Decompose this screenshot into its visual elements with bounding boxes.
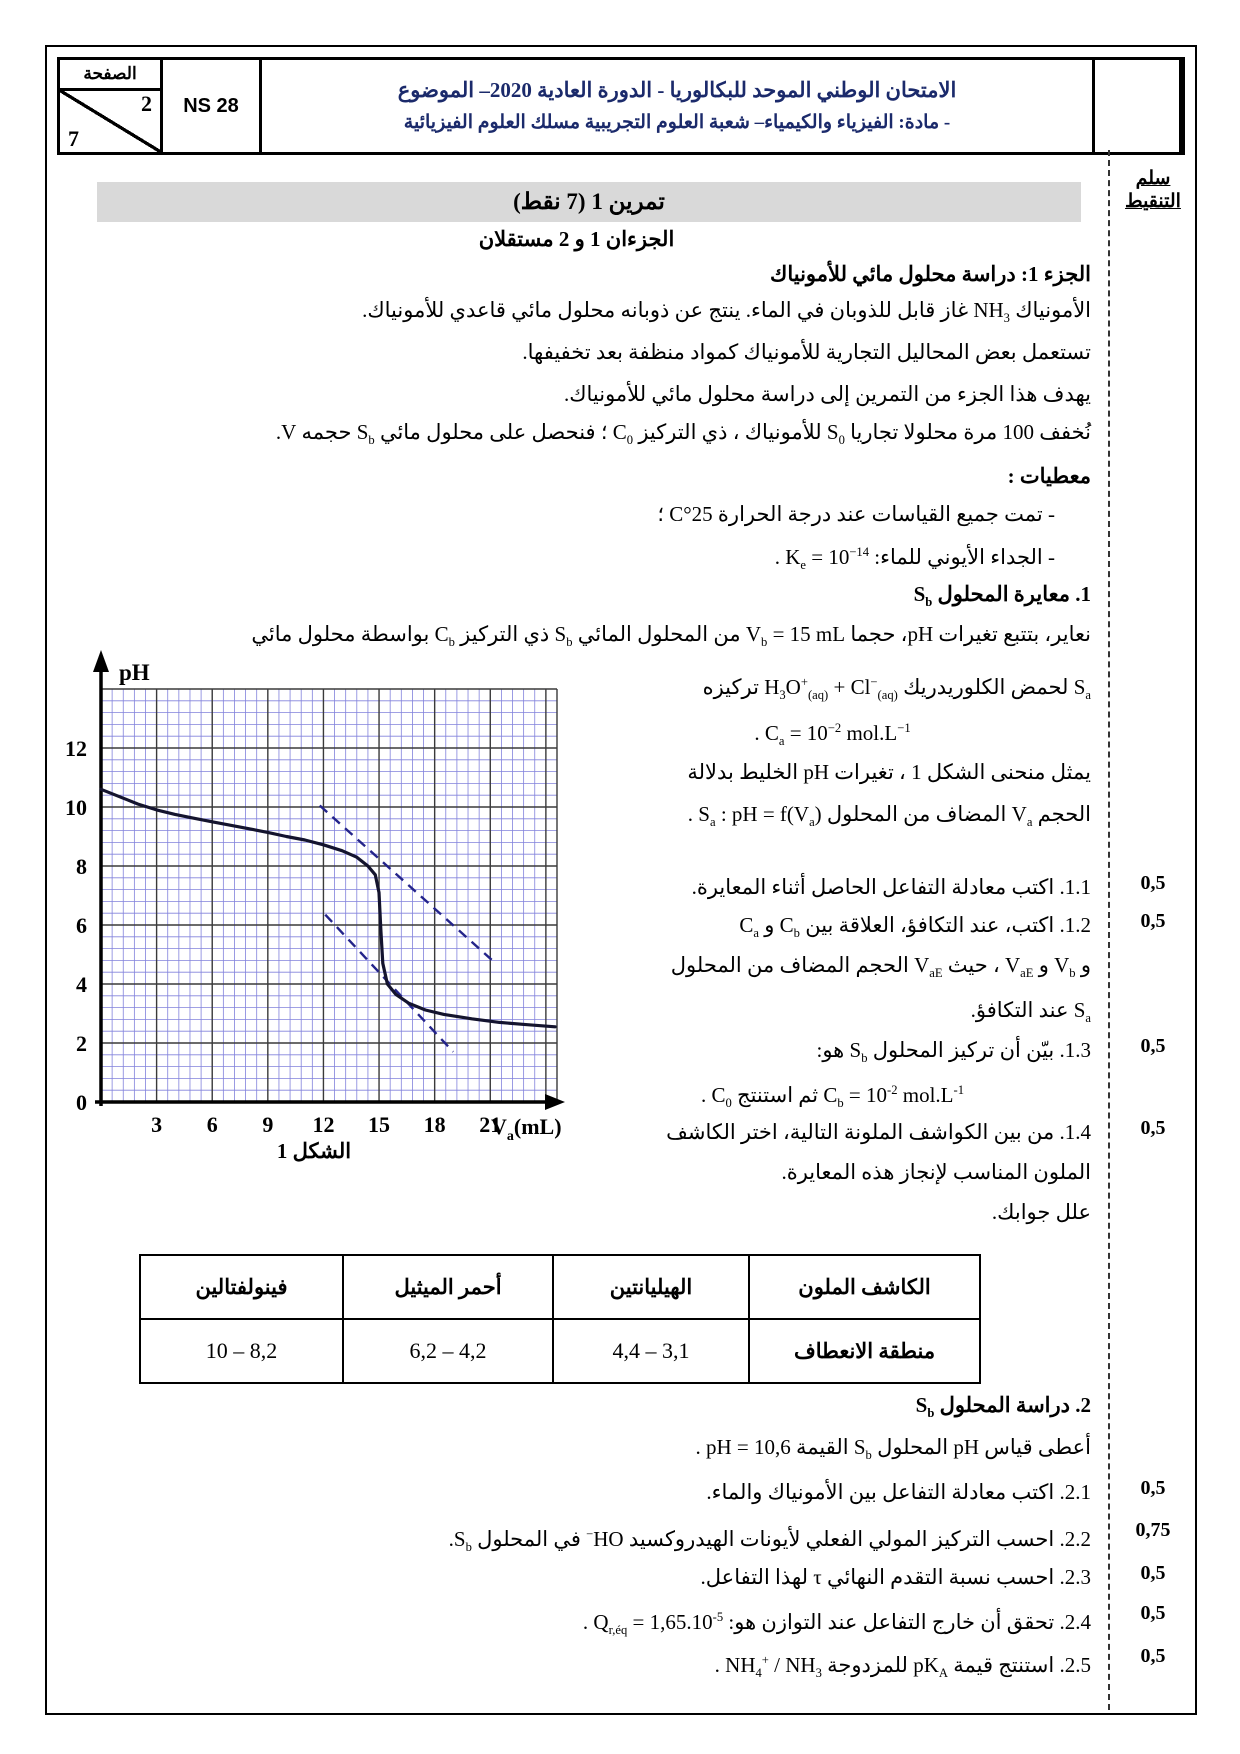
page-border: الصفحة 2 7 NS 28 الامتحان الوطني الموحد … bbox=[45, 45, 1197, 1715]
intro-line-2: تستعمل بعض المحاليل التجارية للأمونياك ك… bbox=[522, 340, 1091, 364]
parts-independent-note: الجزءان 1 و 2 مستقلان bbox=[478, 227, 675, 251]
acid-solution-line: Sa لحمض الكلوريدريك H3O+(aq) + Cl−(aq) ت… bbox=[702, 675, 1091, 703]
curve-description-1: يمثل منحنى الشكل 1 ، تغيرات pH الخليط بد… bbox=[687, 760, 1091, 784]
data-item-1: - تمت جميع القياسات عند درجة الحرارة 25°… bbox=[657, 502, 1055, 526]
part1-title: الجزء 1: دراسة محلول مائي للأمونياك bbox=[770, 262, 1091, 286]
svg-text:18: 18 bbox=[424, 1112, 446, 1137]
svg-text:9: 9 bbox=[262, 1112, 273, 1137]
grade-q21: 0,5 bbox=[1140, 1477, 1166, 1499]
page-current: 2 bbox=[141, 91, 152, 116]
question-2-2: 2.2. احسب التركيز المولي الفعلي لأيونات … bbox=[448, 1527, 1091, 1555]
page-label: الصفحة bbox=[60, 60, 160, 91]
question-1-4: 1.4. من بين الكواشف الملونة التالية، اخت… bbox=[666, 1120, 1091, 1144]
range-helianthin: 3,1 – 4,4 bbox=[552, 1318, 750, 1384]
col-phenolphthalein: فينولفتالين bbox=[139, 1254, 344, 1320]
section2-intro: أعطى قياس pH المحلول Sb القيمة pH = 10,6… bbox=[695, 1435, 1091, 1463]
question-1-1: 1.1. اكتب معادلة التفاعل الحاصل أثناء ال… bbox=[691, 875, 1091, 899]
svg-text:12: 12 bbox=[65, 736, 87, 761]
grade-q24: 0,5 bbox=[1140, 1602, 1166, 1624]
table-header-row: الكاشف الملون الهيليانتين أحمر الميثيل ف… bbox=[139, 1254, 981, 1320]
exam-title: الامتحان الوطني الموحد للبكالوريا - الدو… bbox=[262, 60, 1095, 152]
svg-text:pH: pH bbox=[119, 660, 150, 685]
question-1-3-result: Cb = 10-2 mol.L-1 ثم استنتج C0 . bbox=[700, 1083, 965, 1111]
svg-text:12: 12 bbox=[312, 1112, 334, 1137]
intro-line-1: الأمونياك NH3 غاز قابل للذوبان في الماء.… bbox=[362, 298, 1091, 326]
grade-q23: 0,5 bbox=[1140, 1562, 1166, 1584]
grade-q25: 0,5 bbox=[1140, 1645, 1166, 1667]
data-heading: معطيات : bbox=[1007, 464, 1091, 488]
question-1-2-cont: و Vb و VaE ، حيث VaE الحجم المضاف من الم… bbox=[670, 953, 1091, 981]
col-helianthin: الهيليانتين bbox=[552, 1254, 750, 1320]
acid-concentration: Ca = 10−2 mol.L−1 . bbox=[754, 721, 911, 749]
range-phenolphthalein: 8,2 – 10 bbox=[139, 1318, 344, 1384]
grade-q12: 0,5 bbox=[1140, 910, 1166, 932]
question-1-2-end: Sa عند التكافؤ. bbox=[970, 998, 1091, 1026]
titration-curve bbox=[99, 787, 557, 1029]
score-scale-word2: التنقيط bbox=[1125, 191, 1181, 212]
grade-q14: 0,5 bbox=[1140, 1117, 1166, 1139]
figure-caption: الشكل 1 bbox=[276, 1139, 352, 1163]
curve-description-2: الحجم Va المضاف من المحلول Sa : pH = f(V… bbox=[687, 802, 1091, 830]
exam-title-line1: الامتحان الوطني الموحد للبكالوريا - الدو… bbox=[397, 78, 957, 102]
intro-line-4: نُخفف 100 مرة محلولا تجاريا S0 للأمونياك… bbox=[275, 420, 1091, 448]
section2-title: 2. دراسة المحلول Sb bbox=[915, 1393, 1091, 1421]
svg-text:3: 3 bbox=[151, 1112, 162, 1137]
question-2-1: 2.1. اكتب معادلة التفاعل بين الأمونياك و… bbox=[706, 1480, 1091, 1504]
table-row: منطقة الانعطاف 3,1 – 4,4 4,2 – 6,2 8,2 –… bbox=[139, 1318, 981, 1384]
svg-text:21: 21 bbox=[479, 1112, 501, 1137]
data-item-2: - الجداء الأيوني للماء: Ke = 10−14 . bbox=[774, 545, 1055, 573]
svg-text:2: 2 bbox=[76, 1031, 87, 1056]
ph-vs-volume-chart: 0 2 4 6 8 10 12 3 6 9 12 15 18 21 pH Va(mL) bbox=[65, 650, 565, 1144]
svg-text:15: 15 bbox=[368, 1112, 390, 1137]
grade-q13: 0,5 bbox=[1140, 1035, 1166, 1057]
question-1-4-end: علل جوابك. bbox=[991, 1200, 1091, 1224]
range-methyl-red: 4,2 – 6,2 bbox=[342, 1318, 554, 1384]
grade-q11: 0,5 bbox=[1140, 872, 1166, 894]
score-margin-separator bbox=[1108, 150, 1110, 1710]
intro-line-3: يهدف هذا الجزء من التمرين إلى دراسة محلو… bbox=[563, 382, 1091, 406]
svg-text:10: 10 bbox=[65, 795, 87, 820]
svg-text:8: 8 bbox=[76, 854, 87, 879]
header-empty-box bbox=[1095, 60, 1182, 152]
exercise-banner: تمرين 1 (7 نقط) bbox=[97, 182, 1081, 222]
question-2-5: 2.5. استنتج قيمة pKA للمزدوجة NH4+ / NH3… bbox=[714, 1653, 1091, 1681]
titration-curve-figure: 0 2 4 6 8 10 12 3 6 9 12 15 18 21 pH Va(mL) bbox=[61, 642, 567, 1164]
col-indicator: الكاشف الملون bbox=[748, 1254, 981, 1320]
question-1-4-cont: الملون المناسب لإنجاز هذه المعايرة. bbox=[781, 1160, 1091, 1184]
section1-title: 1. معايرة المحلول Sb bbox=[913, 582, 1091, 610]
page-fraction: 2 7 bbox=[60, 91, 160, 152]
page-number-box: الصفحة 2 7 bbox=[60, 60, 163, 152]
exam-code: NS 28 bbox=[163, 60, 262, 152]
question-2-4: 2.4. تحقق أن خارج التفاعل عند التوازن هو… bbox=[582, 1610, 1091, 1638]
question-2-3: 2.3. احسب نسبة التقدم النهائي τ لهذا الت… bbox=[700, 1565, 1091, 1589]
grade-q22: 0,75 bbox=[1135, 1519, 1171, 1541]
svg-text:Va(mL): Va(mL) bbox=[491, 1114, 562, 1144]
question-1-2: 1.2. اكتب، عند التكافؤ، العلاقة بين Cb و… bbox=[739, 913, 1091, 941]
question-1-3: 1.3. بيّن أن تركيز المحلول Sb هو: bbox=[816, 1038, 1091, 1066]
header: الصفحة 2 7 NS 28 الامتحان الوطني الموحد … bbox=[57, 57, 1185, 155]
indicator-table: الكاشف الملون الهيليانتين أحمر الميثيل ف… bbox=[139, 1254, 981, 1384]
row-label-turn-zone: منطقة الانعطاف bbox=[748, 1318, 981, 1384]
col-methyl-red: أحمر الميثيل bbox=[342, 1254, 554, 1320]
svg-text:6: 6 bbox=[207, 1112, 218, 1137]
svg-text:6: 6 bbox=[76, 913, 87, 938]
score-scale-heading: سلم التنقيط bbox=[1113, 167, 1193, 213]
svg-text:4: 4 bbox=[76, 972, 87, 997]
exam-title-line2: - مادة: الفيزياء والكيمياء– شعبة العلوم … bbox=[403, 112, 951, 133]
svg-text:0: 0 bbox=[76, 1090, 87, 1115]
page-total: 7 bbox=[68, 126, 79, 151]
section1-intro: نعاير، بتتبع تغيرات pH، حجما Vb = 15 mL … bbox=[251, 622, 1091, 650]
score-scale-word1: سلم bbox=[1135, 168, 1171, 189]
